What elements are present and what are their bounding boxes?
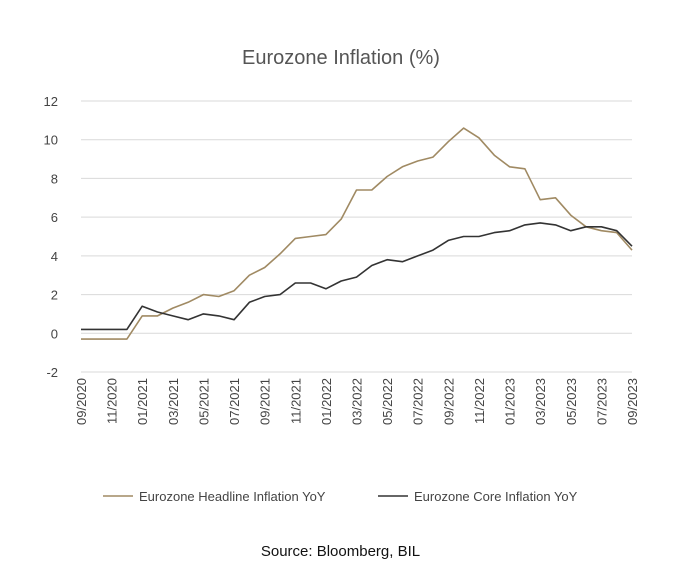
x-tick-label: 03/2023 [533,378,548,425]
source-note: Source: Bloomberg, BIL [260,543,421,560]
x-axis-ticks: 09/2020 11/2020 01/2021 03/2021 05/2021 07/20… [74,378,640,425]
legend: Eurozone Headline Inflation YoY Eurozone … [103,489,578,504]
y-tick-label: 12 [44,94,58,109]
chart-title: Eurozone Inflation (%) [242,47,440,69]
y-tick-label: 0 [51,326,58,341]
x-tick-label: 09/2020 [74,378,89,425]
y-tick-label: 6 [51,210,58,225]
legend-label: Eurozone Core Inflation YoY [414,489,578,504]
x-tick-label: 01/2021 [135,378,150,425]
x-tick-label: 11/2020 [105,378,120,424]
legend-label: Eurozone Headline Inflation YoY [139,489,326,504]
y-tick-label: 8 [51,171,58,186]
x-tick-label: 09/2021 [258,378,273,425]
x-tick-label: 07/2022 [411,378,426,425]
x-tick-label: 07/2023 [594,378,609,425]
x-tick-label: 05/2021 [196,378,211,425]
x-tick-label: 07/2021 [227,378,242,425]
x-tick-label: 03/2021 [166,378,181,425]
x-tick-label: 05/2023 [564,378,579,425]
chart-container: Eurozone Inflation (%) -2 0 2 4 6 8 10 12 09/20… [44,47,640,504]
x-tick-label: 05/2022 [380,378,395,425]
x-tick-label: 01/2023 [503,378,518,425]
x-tick-label: 11/2021 [288,378,303,424]
y-tick-label: 4 [51,249,58,264]
x-tick-label: 03/2022 [350,378,365,425]
gridlines [81,100,632,373]
x-tick-label: 01/2022 [319,378,334,425]
x-tick-label: 09/2023 [625,378,640,425]
x-tick-label: 11/2022 [472,378,487,424]
line-chart: Eurozone Inflation (%) -2 0 2 4 6 8 10 12 09/20… [44,47,640,504]
series-line-core [81,222,633,331]
series-lines [81,127,633,340]
y-tick-label: -2 [46,365,58,380]
y-tick-label: 10 [44,133,58,148]
y-axis-ticks: -2 0 2 4 6 8 10 12 [44,94,58,380]
series-line-headline [81,127,633,340]
y-tick-label: 2 [51,288,58,303]
x-tick-label: 09/2022 [441,378,456,425]
